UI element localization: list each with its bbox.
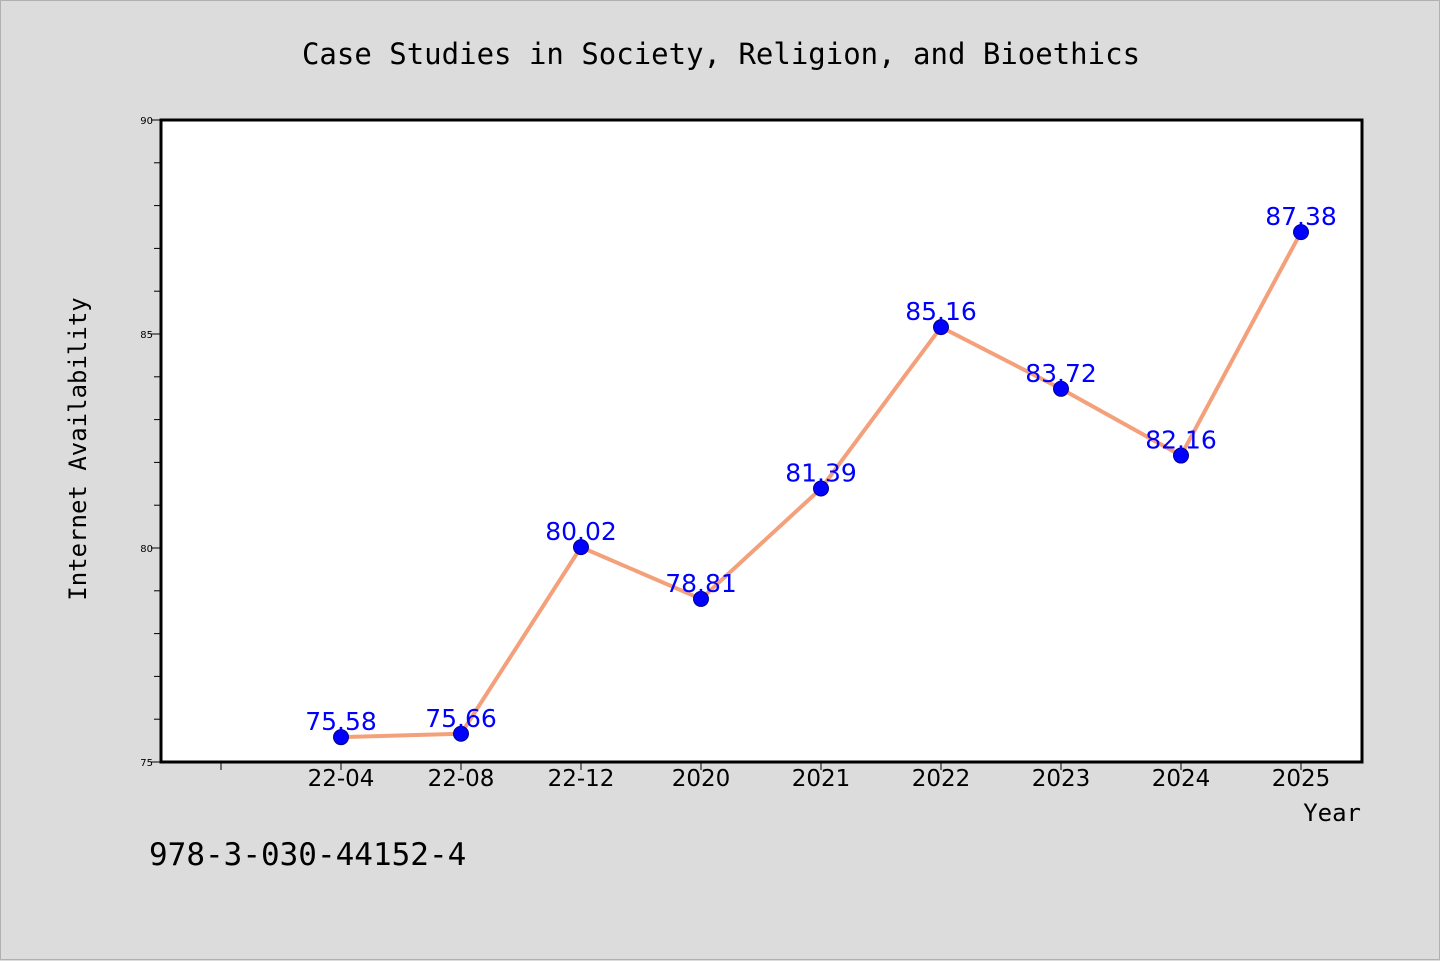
- y-axis: 75 80 85 90: [140, 116, 160, 769]
- data-point: [453, 725, 469, 742]
- data-label: 75.66: [425, 704, 497, 733]
- x-tick-label: 2020: [672, 766, 731, 792]
- data-point: [1293, 224, 1309, 241]
- data-label: 82.16: [1145, 426, 1217, 455]
- data-labels: 75.58 75.66 80.02 78.81 81.39 85.16 83.72 82.16…: [305, 202, 1337, 736]
- x-axis: 22-04 22-08 22-12 2020 2021 2022 2023 2024 2025: [220, 763, 1331, 792]
- footer-isbn: 978-3-030-44152-4: [149, 837, 466, 873]
- y-tick-label: 85: [140, 330, 153, 341]
- y-axis-label: Internet Availability: [64, 297, 92, 600]
- plot-area: [159, 118, 1364, 764]
- chart-title: Case Studies in Society, Religion, and B…: [302, 37, 1140, 71]
- x-tick-label: 2024: [1152, 766, 1211, 792]
- data-point: [333, 729, 349, 746]
- y-tick-label: 80: [140, 544, 153, 555]
- x-tick-label: 2025: [1272, 766, 1331, 792]
- x-axis-label: Year: [1303, 799, 1361, 827]
- data-point: [693, 590, 709, 607]
- x-tick-label: 2022: [912, 766, 971, 792]
- x-tick-label: 2023: [1032, 766, 1091, 792]
- data-point: [933, 319, 949, 336]
- x-tick-label: 2021: [792, 766, 851, 792]
- data-point: [1053, 380, 1069, 397]
- data-label: 85.16: [905, 297, 977, 326]
- x-tick-label: 22-04: [308, 766, 375, 792]
- data-markers: [333, 224, 1309, 746]
- data-label: 87.38: [1265, 202, 1337, 231]
- x-tick-label: 22-08: [428, 766, 495, 792]
- data-point: [1173, 447, 1189, 464]
- data-label: 81.39: [785, 459, 857, 488]
- data-label: 83.72: [1025, 359, 1097, 388]
- x-tick-label: 22-12: [548, 766, 615, 792]
- data-label: 75.58: [305, 707, 377, 736]
- data-label: 78.81: [665, 569, 737, 598]
- data-label: 80.02: [545, 517, 617, 546]
- y-tick-label: 90: [140, 116, 153, 127]
- y-tick-label: 75: [140, 758, 153, 769]
- data-point: [573, 539, 589, 556]
- data-point: [813, 480, 829, 497]
